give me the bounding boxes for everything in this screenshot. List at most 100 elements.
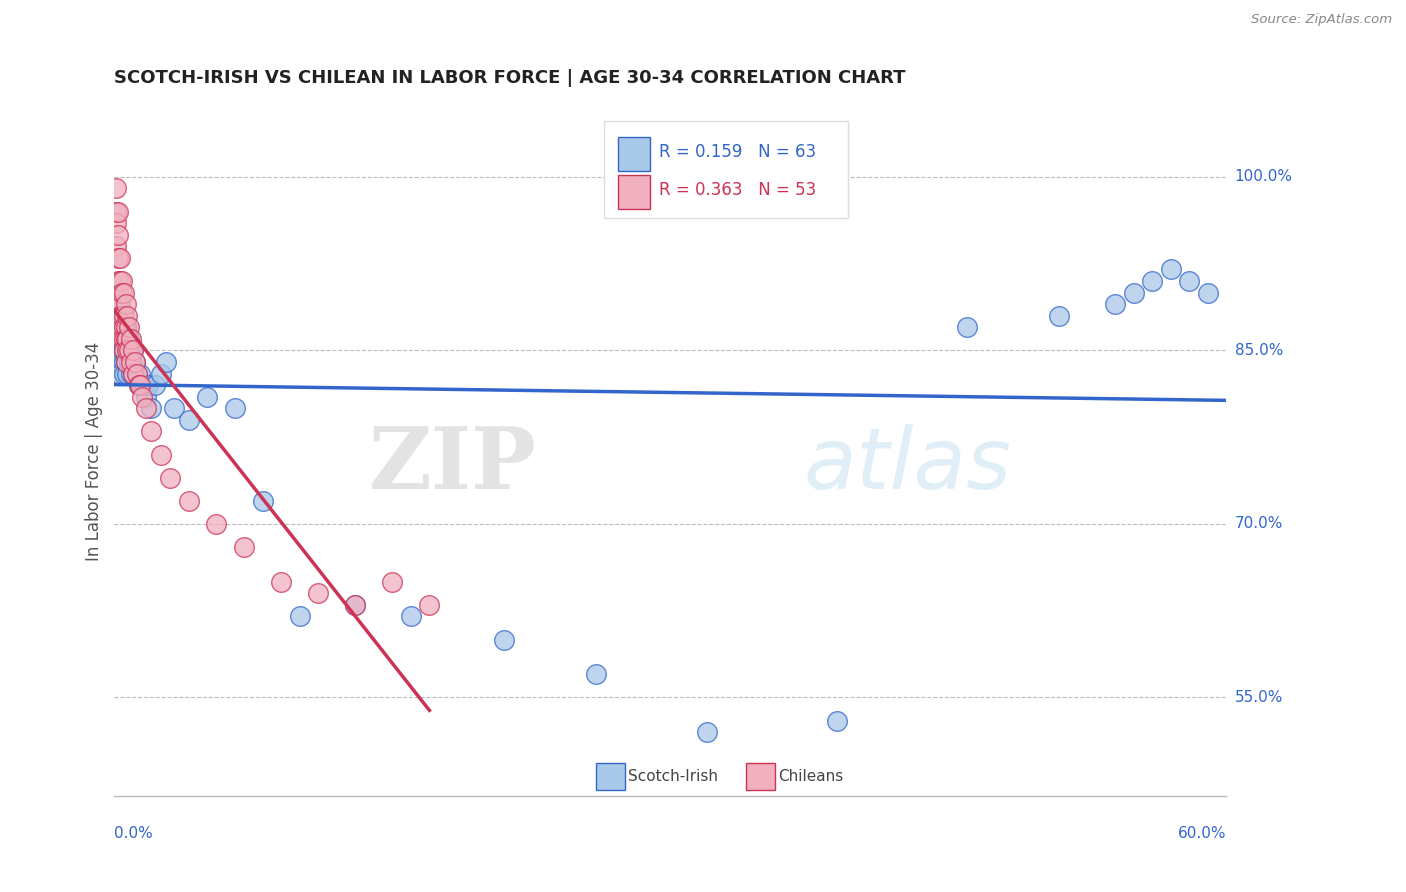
Point [111, 285, 134, 300]
Point [120, 367, 142, 381]
Point [108, 297, 131, 311]
Point [105, 320, 128, 334]
Point [159, 471, 181, 485]
Point [492, 632, 515, 647]
Point [125, 367, 148, 381]
Point [117, 343, 139, 358]
Point [108, 355, 131, 369]
FancyBboxPatch shape [747, 764, 775, 790]
Point [1178, 274, 1201, 288]
Point [399, 609, 422, 624]
Point [108, 320, 131, 334]
Point [135, 401, 157, 416]
Text: atlas: atlas [804, 424, 1012, 507]
Point [120, 355, 142, 369]
Point [155, 355, 177, 369]
Point [111, 309, 134, 323]
Point [117, 332, 139, 346]
FancyBboxPatch shape [619, 175, 651, 209]
Point [344, 598, 367, 612]
Point [696, 725, 718, 739]
Point [112, 320, 135, 334]
Point [107, 274, 129, 288]
Point [270, 574, 292, 589]
Point [112, 343, 135, 358]
Point [125, 367, 148, 381]
FancyBboxPatch shape [596, 764, 624, 790]
Point [135, 390, 157, 404]
Point [105, 216, 128, 230]
Text: Source: ZipAtlas.com: Source: ZipAtlas.com [1251, 13, 1392, 27]
Point [118, 343, 141, 358]
Point [111, 309, 134, 323]
Point [108, 274, 131, 288]
Text: Scotch-Irish: Scotch-Irish [628, 769, 718, 784]
Point [381, 574, 404, 589]
Point [112, 367, 135, 381]
Point [132, 378, 155, 392]
Point [177, 413, 200, 427]
Point [120, 343, 142, 358]
Point [112, 355, 135, 369]
Point [233, 540, 256, 554]
Point [585, 667, 607, 681]
Point [111, 274, 134, 288]
Point [143, 378, 166, 392]
Point [118, 332, 141, 346]
Point [129, 378, 152, 392]
FancyBboxPatch shape [619, 137, 651, 171]
Text: 85.0%: 85.0% [1234, 343, 1282, 358]
Point [114, 332, 136, 346]
Text: 100.0%: 100.0% [1234, 169, 1292, 185]
FancyBboxPatch shape [603, 121, 848, 218]
Point [107, 355, 129, 369]
Point [120, 332, 142, 346]
Point [117, 332, 139, 346]
Point [108, 367, 131, 381]
Text: 70.0%: 70.0% [1234, 516, 1282, 532]
Point [111, 343, 134, 358]
Point [124, 355, 146, 369]
Point [105, 181, 128, 195]
Point [107, 297, 129, 311]
Point [149, 448, 172, 462]
Point [418, 598, 440, 612]
Point [141, 401, 163, 416]
Point [114, 355, 136, 369]
Point [107, 204, 129, 219]
Point [956, 320, 979, 334]
Point [118, 355, 141, 369]
Point [108, 251, 131, 265]
Text: 0.0%: 0.0% [114, 826, 153, 841]
Point [129, 367, 152, 381]
Point [105, 309, 128, 323]
Point [112, 332, 135, 346]
Point [131, 390, 153, 404]
Point [114, 320, 136, 334]
Point [117, 309, 139, 323]
Point [1140, 274, 1163, 288]
Point [1104, 297, 1126, 311]
Point [124, 355, 146, 369]
Point [1049, 309, 1071, 323]
Point [108, 320, 131, 334]
Point [122, 343, 145, 358]
Point [111, 332, 134, 346]
Point [1122, 285, 1144, 300]
Point [128, 378, 150, 392]
Text: Chileans: Chileans [778, 769, 844, 784]
Point [288, 609, 311, 624]
Point [122, 367, 145, 381]
Point [107, 285, 129, 300]
Point [128, 378, 150, 392]
Y-axis label: In Labor Force | Age 30-34: In Labor Force | Age 30-34 [86, 342, 103, 561]
Point [114, 320, 136, 334]
Point [252, 493, 274, 508]
Point [114, 297, 136, 311]
Point [195, 390, 218, 404]
Point [105, 204, 128, 219]
Point [108, 332, 131, 346]
Point [105, 343, 128, 358]
Point [112, 285, 135, 300]
Text: SCOTCH-IRISH VS CHILEAN IN LABOR FORCE | AGE 30-34 CORRELATION CHART: SCOTCH-IRISH VS CHILEAN IN LABOR FORCE |… [114, 69, 905, 87]
